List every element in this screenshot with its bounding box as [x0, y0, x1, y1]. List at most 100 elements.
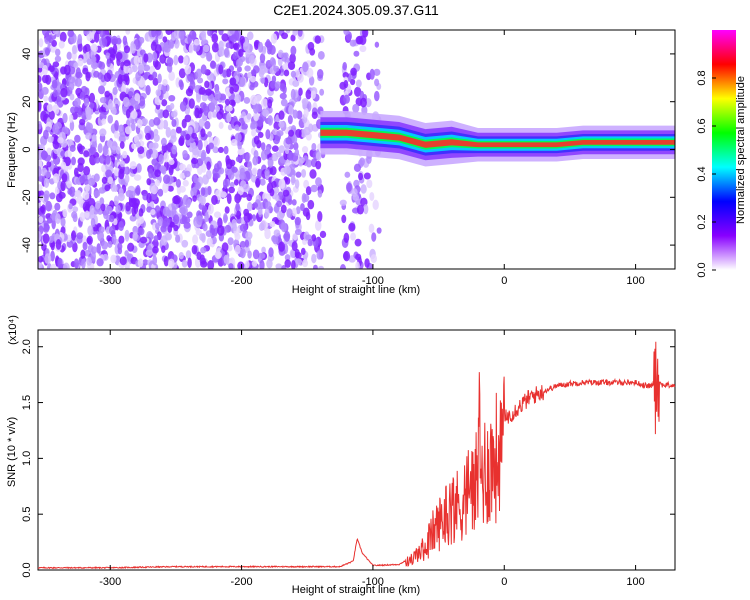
- spectrogram-speckle: [116, 37, 122, 45]
- spectrogram-speckle: [118, 187, 124, 198]
- spectrogram-speckle: [106, 235, 112, 242]
- spectrogram-speckle: [200, 64, 207, 75]
- spectrogram-speckle: [297, 73, 304, 83]
- spectrogram-speckle: [294, 228, 302, 236]
- spectrogram-speckle: [253, 135, 260, 145]
- spectrogram-speckle: [281, 32, 289, 40]
- snr-x-axis-label: Height of straight line (km): [292, 584, 420, 596]
- spectrogram-speckle: [354, 86, 362, 97]
- spectrogram-speckle: [292, 134, 298, 144]
- spectrogram-speckle: [279, 92, 287, 100]
- spectrogram-speckle: [99, 128, 107, 137]
- spectrogram-speckle: [206, 237, 213, 247]
- spectrogram-speckle: [243, 97, 251, 104]
- spectrogram-speckle: [267, 157, 274, 168]
- spectrogram-speckle: [82, 45, 88, 54]
- spectrogram-speckle: [211, 111, 219, 118]
- spectrogram-speckle: [128, 67, 133, 75]
- spectrogram-speckle: [168, 165, 174, 176]
- spectrogram-speckle: [251, 128, 257, 137]
- spectrogram-speckle: [275, 263, 282, 269]
- spectrogram-speckle: [287, 61, 296, 70]
- spectrogram-speckle: [195, 181, 202, 190]
- spectrogram-speckle: [371, 232, 377, 242]
- spectrogram-speckle: [306, 67, 314, 78]
- spectrogram-speckle: [150, 41, 157, 52]
- spectrogram-speckle: [89, 204, 95, 215]
- spectrogram-speckle: [249, 75, 257, 83]
- spectrogram-speckle: [372, 199, 379, 211]
- spectrogram-speckle: [150, 185, 158, 195]
- spectrogram-speckle: [90, 61, 99, 70]
- spectrogram-speckle: [212, 145, 218, 153]
- spectrogram-speckle: [284, 259, 292, 268]
- spectrogram-speckle: [281, 52, 288, 62]
- spectrogram-speckle: [123, 60, 131, 67]
- spectrogram-speckle: [45, 200, 53, 212]
- spectrogram-speckle: [246, 113, 252, 120]
- spectrogram-speckle: [99, 96, 107, 104]
- spectrogram-speckle: [55, 193, 63, 203]
- spectrogram-speckle: [137, 227, 145, 236]
- spectrogram-speckle: [225, 42, 232, 49]
- spectrogram-speckle: [130, 197, 137, 204]
- spectrogram-speckle: [124, 264, 130, 269]
- spectrogram-speckle: [115, 204, 121, 214]
- spectrogram-speckle: [69, 93, 75, 101]
- spectrogram-speckle: [233, 30, 240, 41]
- spectrogram-speckle: [237, 141, 242, 151]
- spectrogram-speckle: [77, 110, 82, 118]
- spectrogram-speckle: [188, 98, 195, 109]
- spectrogram-speckle: [283, 230, 291, 242]
- spectrogram-speckle: [38, 38, 44, 48]
- spectrogram-speckle: [264, 207, 270, 219]
- spectrogram-speckle: [359, 97, 367, 108]
- spectrogram-speckle: [200, 151, 206, 162]
- spectrogram-speckle: [153, 128, 159, 136]
- spectrogram-speckle: [175, 178, 181, 188]
- spectrogram-speckle: [179, 172, 186, 179]
- spectrogram-speckle: [179, 135, 185, 146]
- spectrogram-speckle: [297, 30, 303, 37]
- spectrogram-x-ticks: -300 -200 -100 0 100: [99, 30, 645, 287]
- spectrogram-speckle: [204, 120, 211, 130]
- spectrogram-speckle: [317, 211, 323, 222]
- spectrogram-speckle: [148, 148, 153, 155]
- spectrogram-speckle: [50, 250, 55, 262]
- spectrogram-speckle: [343, 232, 350, 243]
- spectrogram-speckle: [61, 173, 68, 183]
- spectrogram-speckle: [316, 250, 322, 260]
- spectrogram-speckle: [202, 223, 208, 232]
- spectrogram-speckle: [359, 90, 365, 100]
- spectrogram-speckle: [260, 149, 267, 161]
- spectrogram-speckle: [54, 122, 62, 130]
- spectrogram-speckle: [124, 126, 132, 135]
- spectrogram-speckle: [146, 192, 152, 204]
- spectrogram-speckle: [161, 99, 168, 107]
- spectrogram-speckle: [155, 30, 162, 36]
- spectrogram-speckle: [264, 228, 271, 240]
- spectrogram-speckle: [165, 126, 172, 138]
- spectrogram-speckle: [90, 251, 96, 262]
- spectrogram-speckle: [72, 45, 77, 55]
- spectrogram-speckle: [46, 103, 53, 113]
- spectrogram-speckle: [40, 150, 48, 161]
- spectrogram-speckle: [55, 239, 62, 250]
- spectrogram-speckle: [91, 134, 97, 142]
- spectrogram-speckle: [272, 128, 278, 136]
- spectrogram-speckle: [199, 233, 206, 242]
- spectrogram-speckle: [178, 163, 186, 171]
- spectrogram-speckle: [98, 106, 107, 114]
- spectrogram-speckle: [252, 202, 259, 209]
- spectrogram-speckle: [81, 258, 86, 269]
- spectrogram-speckle: [83, 30, 90, 35]
- spectrogram-speckle: [119, 160, 126, 168]
- spectrogram-speckle: [258, 252, 266, 260]
- spectrogram-speckle: [226, 193, 232, 205]
- spectrogram-speckle: [66, 51, 72, 60]
- spectrogram-speckle: [99, 30, 105, 38]
- spectrogram-speckle: [302, 99, 307, 110]
- spectrogram-speckle: [120, 74, 128, 81]
- spectrogram-speckle: [84, 210, 90, 219]
- spectrogram-speckle: [294, 216, 302, 226]
